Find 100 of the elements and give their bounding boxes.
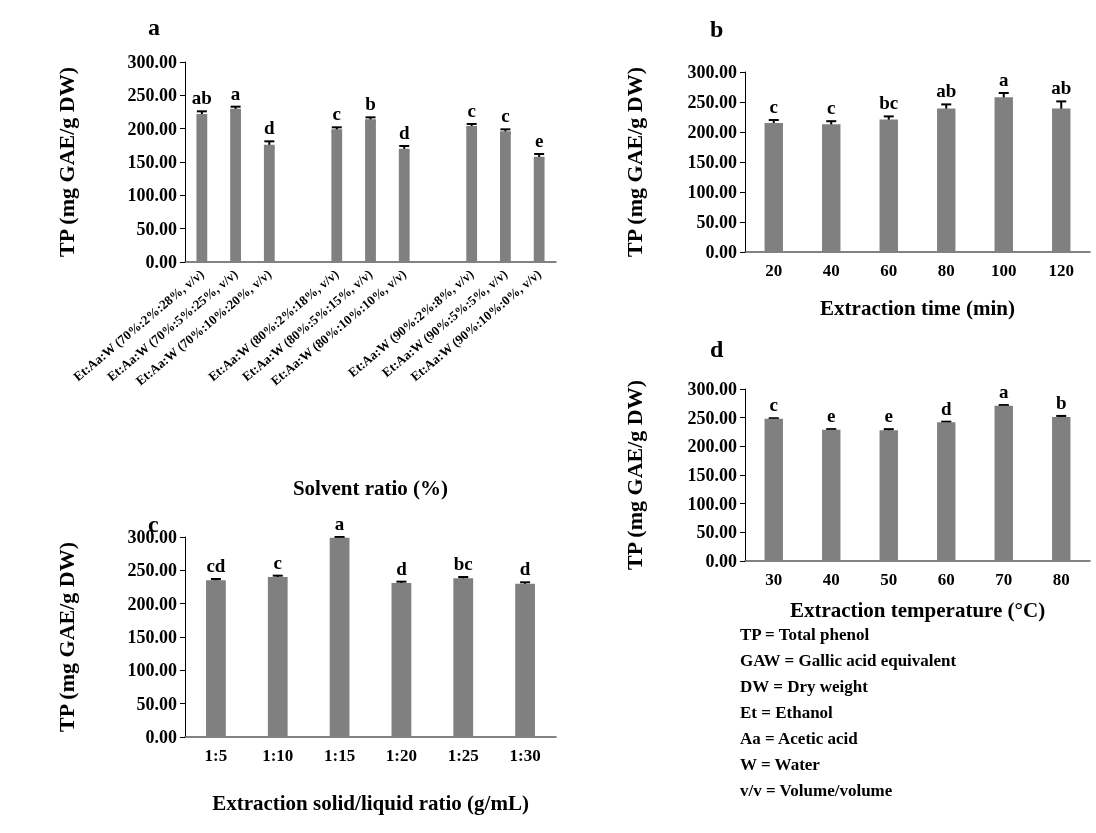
text: W = Water xyxy=(740,754,821,776)
x-tick-label: 30 xyxy=(765,570,783,589)
x-tick-label: 70 xyxy=(995,570,1013,589)
y-tick-label: 150.00 xyxy=(127,152,177,172)
y-tick-label: 50.00 xyxy=(136,693,177,714)
annotation: b xyxy=(365,93,376,115)
y-axis-title: TP (mg GAE/g DW) xyxy=(621,379,647,571)
y-axis-title: TP (mg GAE/g DW) xyxy=(53,66,79,258)
x-tick-label: 60 xyxy=(880,261,898,280)
chart-title: a xyxy=(148,14,160,40)
text: TP = Total phenol xyxy=(740,624,871,646)
bar xyxy=(1052,417,1071,561)
annotation: e xyxy=(884,405,893,427)
y-tick-label: 200.00 xyxy=(127,118,177,139)
annotation: d xyxy=(398,122,410,143)
annotation: b xyxy=(1055,391,1067,413)
y-tick-label: 0.00 xyxy=(705,242,737,262)
bar xyxy=(764,123,783,252)
y-tick-label: 150.00 xyxy=(127,627,177,647)
annotation: ab xyxy=(1051,77,1072,99)
x-tick-label: 1:15 xyxy=(324,746,356,765)
x-tick-label: 1:20 xyxy=(385,746,417,765)
x-tick-label: 60 xyxy=(937,570,955,589)
x-tick-label: 1:10 xyxy=(262,746,294,765)
bar xyxy=(398,148,410,262)
annotation: d xyxy=(519,558,531,580)
x-tick-label: 40 xyxy=(822,570,840,589)
y-tick-label: 0.00 xyxy=(705,551,737,571)
annotation: a xyxy=(999,381,1009,403)
annotation: cd xyxy=(206,555,226,576)
annotation: d xyxy=(940,397,952,419)
bar xyxy=(937,108,956,252)
y-tick-label: 200.00 xyxy=(127,593,177,614)
bar xyxy=(879,119,898,252)
x-axis-title: Extraction temperature (°C) xyxy=(789,597,1046,622)
x-tick-label: 40 xyxy=(822,261,840,280)
x-axis-title: Solvent ratio (%) xyxy=(292,475,449,500)
bar xyxy=(994,405,1013,561)
annotation: c xyxy=(769,96,778,117)
chart-title: b xyxy=(710,16,724,42)
bar xyxy=(365,119,376,262)
bar xyxy=(822,124,841,252)
annotation: bc xyxy=(879,92,899,114)
annotation: d xyxy=(396,557,408,579)
x-axis-title: Extraction time (min) xyxy=(820,295,1015,320)
y-tick-label: 300.00 xyxy=(687,379,737,399)
bar xyxy=(466,126,478,262)
annotation: ab xyxy=(191,87,212,109)
annotation: a xyxy=(999,69,1009,90)
annotation: ab xyxy=(936,80,957,102)
x-tick-label: 1:25 xyxy=(447,746,479,765)
bar xyxy=(500,131,511,262)
annotation: c xyxy=(827,97,836,119)
x-tick-label: 1:30 xyxy=(509,746,541,765)
x-tick-label: 120 xyxy=(1048,261,1074,280)
x-tick-label: 20 xyxy=(765,261,783,280)
y-axis-title: TP (mg GAE/g DW) xyxy=(621,66,647,258)
y-axis-title: TP (mg GAE/g DW) xyxy=(53,541,79,733)
y-tick-label: 200.00 xyxy=(687,436,737,457)
chart-title: d xyxy=(710,336,724,362)
bar xyxy=(267,577,288,737)
y-tick-label: 100.00 xyxy=(687,493,737,514)
y-tick-label: 300.00 xyxy=(127,52,177,72)
x-tick-label: 80 xyxy=(937,261,955,280)
annotation: e xyxy=(827,405,836,427)
y-tick-label: 100.00 xyxy=(127,185,177,206)
y-tick-label: 300.00 xyxy=(687,62,737,82)
annotation: c xyxy=(332,103,341,125)
annotation: c xyxy=(467,100,476,121)
x-tick-label: 50 xyxy=(880,570,898,589)
y-tick-label: 150.00 xyxy=(687,152,737,172)
annotation: c xyxy=(501,105,510,127)
bar xyxy=(822,429,841,561)
y-tick-label: 200.00 xyxy=(687,122,737,142)
annotation: c xyxy=(273,551,282,573)
annotation: a xyxy=(230,82,241,104)
y-tick-label: 0.00 xyxy=(145,727,177,747)
text: Aa = Acetic acid xyxy=(740,728,859,750)
text: DW = Dry weight xyxy=(740,676,869,698)
y-tick-label: 100.00 xyxy=(687,182,737,202)
annotation: c xyxy=(769,394,778,416)
bar xyxy=(533,156,545,262)
bar xyxy=(453,578,474,737)
x-axis-title: Extraction solid/liquid ratio (g/mL) xyxy=(212,790,529,815)
text: GAW = Gallic acid equivalent xyxy=(740,650,958,672)
y-tick-label: 150.00 xyxy=(687,465,737,485)
y-tick-label: 50.00 xyxy=(696,522,737,543)
bar xyxy=(206,580,226,737)
bar xyxy=(230,108,241,262)
y-tick-label: 250.00 xyxy=(127,85,177,106)
text: v/v = Volume/volume xyxy=(740,780,894,802)
bar xyxy=(515,583,535,737)
y-tick-label: 250.00 xyxy=(687,92,737,112)
bar xyxy=(937,422,956,561)
y-tick-label: 250.00 xyxy=(127,560,177,581)
bar xyxy=(391,583,412,737)
bar xyxy=(263,144,275,262)
y-tick-label: 250.00 xyxy=(687,407,737,428)
x-tick-label: 100 xyxy=(991,261,1017,280)
y-tick-label: 0.00 xyxy=(145,252,177,272)
